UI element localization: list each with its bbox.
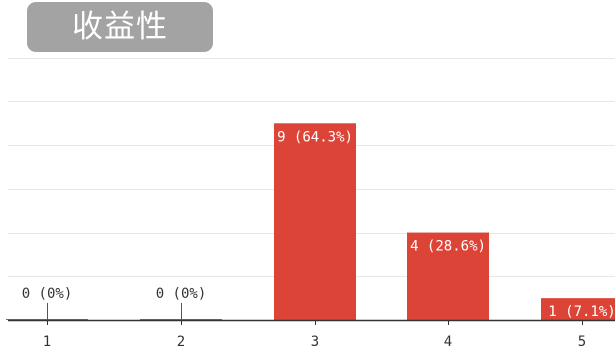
data-label: 4 (28.6%) xyxy=(410,239,486,255)
x-tick-label: 1 xyxy=(43,334,51,350)
x-tick-label: 2 xyxy=(177,334,185,350)
data-label: 0 (0%) xyxy=(22,286,73,302)
x-tick-label: 4 xyxy=(444,334,452,350)
data-label: 1 (7.1%) xyxy=(548,304,615,320)
bar xyxy=(407,232,489,320)
data-label: 0 (0%) xyxy=(156,286,207,302)
chart-title: 收益性 xyxy=(27,2,213,52)
bar xyxy=(541,298,615,320)
bar xyxy=(274,123,356,321)
x-tick-label: 5 xyxy=(578,334,586,350)
data-label: 9 (64.3%) xyxy=(277,129,353,145)
x-tick-label: 3 xyxy=(311,334,319,350)
